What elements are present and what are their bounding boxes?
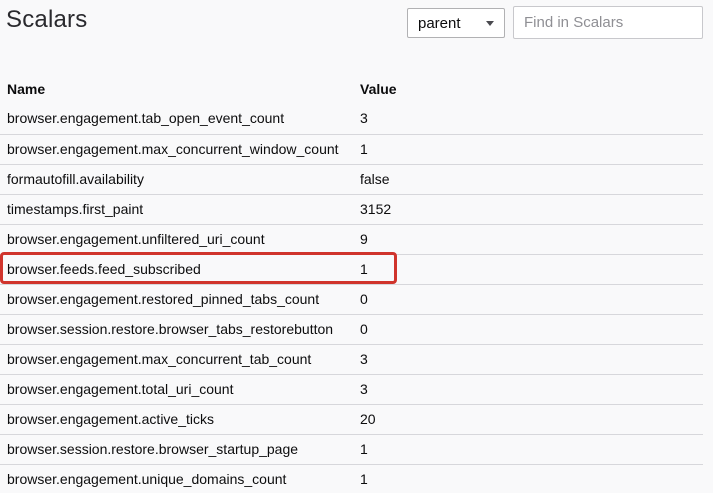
scalar-name-cell: browser.engagement.restored_pinned_tabs_… xyxy=(7,290,320,307)
scalar-value-cell: 1 xyxy=(360,140,368,157)
table-row: browser.engagement.restored_pinned_tabs_… xyxy=(0,284,703,314)
scalar-name-cell: browser.engagement.max_concurrent_tab_co… xyxy=(7,350,312,367)
page-title: Scalars xyxy=(6,6,88,33)
scalar-name-cell: browser.engagement.active_ticks xyxy=(7,410,214,427)
scalar-value-cell: 1 xyxy=(360,470,368,487)
scalar-value-cell: 3 xyxy=(360,110,368,127)
table-row: browser.engagement.unfiltered_uri_count 9 xyxy=(0,224,703,254)
process-select[interactable]: parent xyxy=(407,8,505,38)
scalar-name-cell: browser.engagement.max_concurrent_window… xyxy=(7,140,339,157)
scalar-value-cell: 3152 xyxy=(360,200,392,217)
search-input[interactable] xyxy=(513,6,703,39)
scalar-value-cell: 3 xyxy=(360,380,368,397)
scalar-name-cell: browser.engagement.unfiltered_uri_count xyxy=(7,230,265,247)
scalar-name-cell: browser.engagement.unique_domains_count xyxy=(7,470,287,487)
table-row: browser.engagement.max_concurrent_tab_co… xyxy=(0,344,703,374)
chevron-down-icon xyxy=(486,21,494,26)
scalar-value-cell: 0 xyxy=(360,290,368,307)
scalar-name-cell: formautofill.availability xyxy=(7,170,144,187)
scalars-table-body: browser.engagement.tab_open_event_count 3… xyxy=(0,104,703,493)
scalar-value-cell: false xyxy=(360,170,390,187)
page-header: Scalars parent xyxy=(0,0,713,44)
process-select-value: parent xyxy=(418,14,461,32)
scalar-value-cell: 20 xyxy=(360,410,376,427)
table-row: browser.engagement.max_concurrent_window… xyxy=(0,134,703,164)
scalar-name-cell: browser.session.restore.browser_startup_… xyxy=(7,440,299,457)
scalar-name-cell: browser.engagement.tab_open_event_count xyxy=(7,110,285,127)
table-row: browser.engagement.active_ticks 20 xyxy=(0,404,703,434)
scalar-name-cell: browser.engagement.total_uri_count xyxy=(7,380,234,397)
scalar-name-cell: browser.session.restore.browser_tabs_res… xyxy=(7,320,334,337)
table-row: browser.session.restore.browser_startup_… xyxy=(0,434,703,464)
scalar-value-cell: 3 xyxy=(360,350,368,367)
column-header-name: Name xyxy=(7,80,46,97)
scalar-value-cell: 1 xyxy=(360,440,368,457)
scalars-table: Name Value browser.engagement.tab_open_e… xyxy=(0,74,703,493)
scalar-value-cell: 0 xyxy=(360,320,368,337)
table-row: timestamps.first_paint 3152 xyxy=(0,194,703,224)
table-row: browser.session.restore.browser_tabs_res… xyxy=(0,314,703,344)
scalar-name-cell: browser.feeds.feed_subscribed xyxy=(7,260,201,277)
scalar-value-cell: 1 xyxy=(360,260,368,277)
scalar-name-cell: timestamps.first_paint xyxy=(7,200,144,217)
table-row: formautofill.availability false xyxy=(0,164,703,194)
scalars-table-wrap: Name Value browser.engagement.tab_open_e… xyxy=(0,74,713,493)
table-header-row: Name Value xyxy=(0,74,703,104)
table-row: browser.feeds.feed_subscribed 1 xyxy=(0,254,703,284)
table-row: browser.engagement.unique_domains_count 1 xyxy=(0,464,703,493)
scalar-value-cell: 9 xyxy=(360,230,368,247)
table-row: browser.engagement.tab_open_event_count 3 xyxy=(0,104,703,134)
table-row: browser.engagement.total_uri_count 3 xyxy=(0,374,703,404)
column-header-value: Value xyxy=(360,80,397,97)
